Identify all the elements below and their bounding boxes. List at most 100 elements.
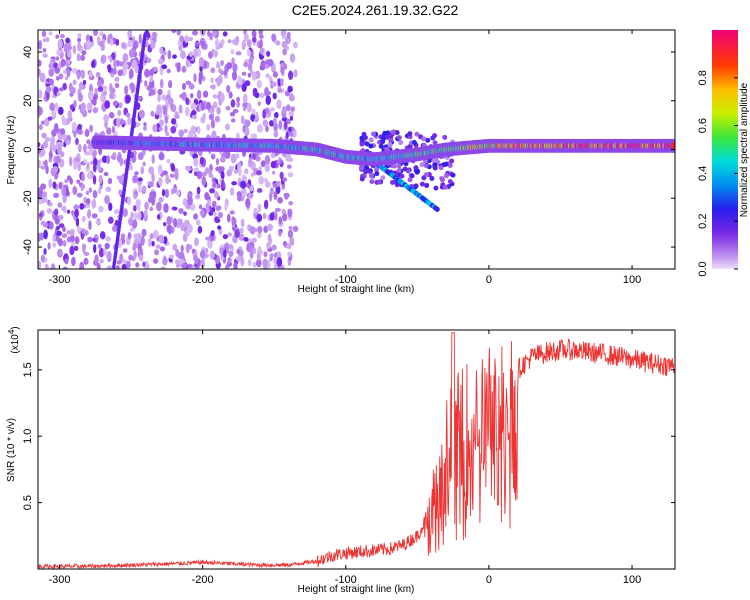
heatmap-cell [411,140,417,146]
heatmap-cell [282,240,287,247]
heatmap-cell [284,193,289,200]
heatmap-cell [185,58,190,68]
heatmap-cell [127,196,132,206]
heatmap-cell [66,230,72,235]
heatmap-cell [246,39,252,48]
y-tick-label: 1.0 [22,429,34,444]
heatmap-cell [97,187,102,195]
heatmap-cell [69,245,75,256]
heatmap-cell [128,48,135,58]
heatmap-cell [149,206,154,212]
heatmap-cell [72,67,78,74]
heatmap-cell [122,53,129,63]
heatmap-cell [41,132,47,139]
heatmap-cell [205,236,211,241]
heatmap-cell [170,118,177,125]
heatmap-cell [117,69,124,77]
heatmap-cell [165,174,170,185]
heatmap-cell [263,251,268,258]
heatmap-cell [67,109,72,119]
heatmap-cell [247,62,253,72]
heatmap-cell [178,208,184,214]
heatmap-cell [282,213,288,222]
heatmap-cell [382,130,388,136]
heatmap-cell [129,227,135,232]
heatmap-cell [256,213,263,222]
heatmap-cell [158,176,163,186]
heatmap-cell [91,98,96,105]
heatmap-cell [240,189,247,194]
heatmap-cell [230,118,236,123]
heatmap-cell [206,207,210,213]
heatmap-cell [210,153,216,160]
heatmap-cell [124,85,129,95]
heatmap-cell [218,98,223,106]
heatmap-cell [380,139,386,145]
heatmap-cell [239,227,244,234]
heatmap-cell [196,170,203,180]
heatmap-cell [227,232,233,237]
heatmap-cell [208,169,213,176]
heatmap-cell [160,266,166,269]
heatmap-cell [194,237,200,247]
heatmap-cell [207,30,211,37]
heatmap-cell [222,234,229,240]
heatmap-cell [223,70,228,76]
heatmap-cell [58,214,64,221]
heatmap-cell [86,102,93,111]
heatmap-cell [262,258,268,269]
heatmap-cell [251,71,257,81]
heatmap-cell [239,77,243,86]
heatmap-cell [229,112,234,117]
heatmap-cell [212,49,219,58]
x-tick-label: -100 [335,274,357,286]
heatmap-cell [293,69,298,78]
heatmap-cell [156,201,162,212]
heatmap-cell [176,62,181,73]
heatmap-cell [175,248,180,258]
heatmap-cell [286,38,291,43]
heatmap-cell [53,192,60,198]
heatmap-cell [83,257,89,265]
heatmap-cell [143,32,147,39]
heatmap-cell [61,114,65,122]
heatmap-cell [378,143,384,149]
heatmap-cell [178,44,183,52]
heatmap-cell [80,102,86,113]
heatmap-cell [125,94,131,104]
heatmap-cell [38,89,41,99]
heatmap-cell [134,171,139,176]
heatmap-cell [240,218,245,228]
heatmap-cell [213,101,218,109]
heatmap-cell [133,250,137,260]
heatmap-cell [111,125,116,134]
heatmap-cell [97,79,102,88]
snr-series-line [38,332,675,569]
heatmap-cell [230,99,236,108]
heatmap-cell [146,57,152,63]
y-multiplier-exponent: 4 [7,329,16,334]
heatmap-cell [234,169,239,174]
heatmap-cell [246,102,252,113]
heatmap-cell [260,60,266,70]
heatmap-cell [236,248,240,255]
heatmap-cell [178,104,183,114]
heatmap-cell [103,172,109,177]
x-tick-label: -200 [192,574,214,586]
heatmap-cell [377,179,383,185]
heatmap-cell [138,109,145,119]
heatmap-cell [187,196,194,206]
heatmap-cell [407,131,413,137]
heatmap-cell [121,42,126,49]
heatmap-cell [48,31,53,36]
heatmap-cell [252,88,258,93]
heatmap-cell [432,140,438,146]
heatmap-cell [40,165,47,170]
heatmap-cell [359,176,365,182]
heatmap-cell [144,80,148,87]
plot-frame [37,329,676,570]
heatmap-cell [83,143,87,153]
x-tick-label: 100 [623,574,641,586]
heatmap-cell [56,91,61,96]
heatmap-cell [142,126,148,131]
